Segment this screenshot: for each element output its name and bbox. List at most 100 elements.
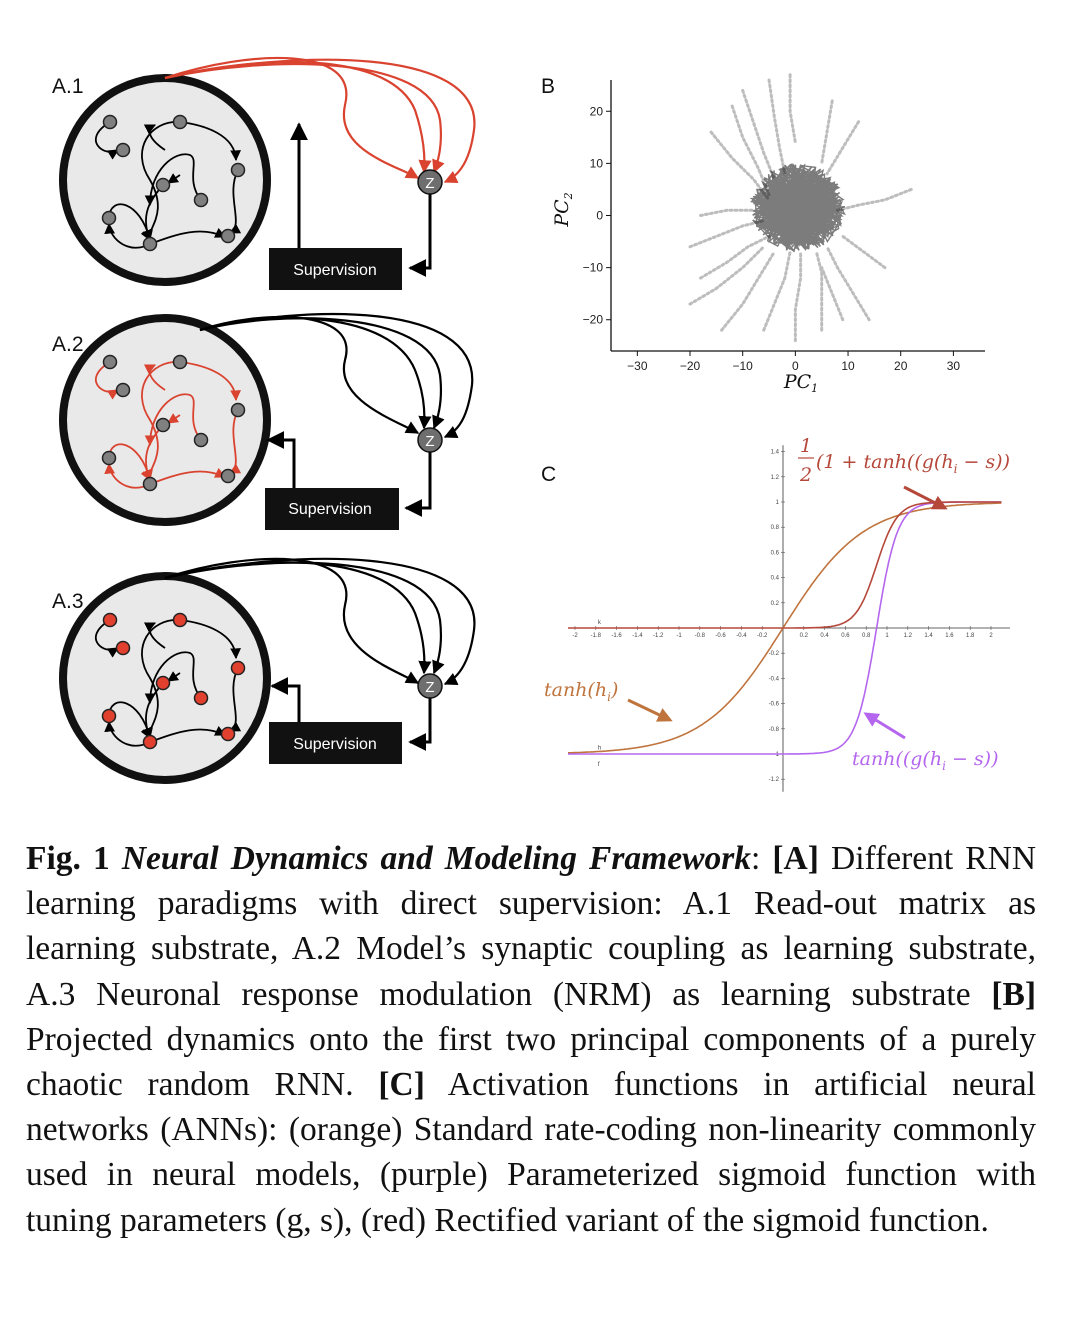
supervision-loop: [290, 122, 432, 277]
neuron-node: [193, 432, 209, 448]
x-tick-label: 0.6: [841, 633, 850, 639]
x-tick-label: -1.2: [653, 633, 664, 639]
x-tick-label: 30: [947, 359, 961, 373]
neuron-node: [102, 114, 118, 130]
recurrent-edge: [140, 121, 181, 241]
trajectory-trail: [820, 266, 845, 322]
y-tick-label: 0.8: [771, 525, 780, 531]
panel-a3: A.3 Z Supervision: [52, 557, 476, 784]
x-tick-label: 1.6: [945, 633, 954, 639]
trajectory-trail: [825, 245, 871, 322]
supervision-label: Supervision: [293, 262, 377, 279]
neuron-node: [155, 177, 171, 193]
recurrent-edge: [144, 153, 202, 207]
caption-text: Activation functions in artificial neura…: [26, 1066, 1036, 1239]
trajectory-trail: [788, 73, 797, 145]
trajectory-trail: [720, 250, 776, 332]
red-annotation-arrow: [903, 485, 948, 510]
x-tick-label: 0.2: [800, 633, 809, 639]
network-edges: [95, 114, 246, 252]
y-tick-label: -0.6: [769, 702, 780, 708]
caption-b-tag: [B]: [991, 975, 1036, 1013]
neuron-node: [230, 402, 246, 418]
neuron-node: [115, 382, 131, 398]
trajectory-trail: [730, 104, 771, 197]
neuron-node: [155, 675, 171, 691]
trajectory-trail: [699, 208, 755, 217]
recurrent-edge: [229, 667, 242, 732]
panel-c-label: C: [541, 463, 556, 486]
recurrent-edge: [140, 619, 181, 739]
y-tick-label: 0.4: [771, 576, 780, 582]
trajectory-trail: [767, 78, 787, 176]
y-tick-label: 10: [590, 156, 604, 170]
recurrent-edge: [143, 364, 166, 391]
panel-a1-label: A.1: [52, 75, 84, 98]
panel-c: C -2 -1.8 -1.6 -1.4 -1.2 -1 -0.8 -0.6 -0.4 -0.2 0.…: [541, 435, 1010, 792]
purple-annotation-arrow: [863, 712, 906, 740]
x-tick-label: 0.4: [820, 633, 829, 639]
recurrent-edge: [95, 361, 119, 400]
chaotic-core-trajectory: [749, 162, 847, 253]
caption-text: Different RNN learning paradigms with di…: [26, 840, 1037, 1013]
neuron-node: [230, 660, 246, 676]
y-axis-label: PC2: [551, 192, 575, 227]
supervision-box: [265, 488, 399, 530]
activation-function-plot: -2 -1.8 -1.6 -1.4 -1.2 -1 -0.8 -0.6 -0.4 -0.2 0.2 0…: [568, 445, 1010, 792]
z-label: Z: [425, 175, 434, 192]
orange-curve-label: tanh(hi): [544, 679, 618, 704]
supervision-loop: [270, 677, 432, 751]
neuron-node: [220, 228, 236, 244]
recurrent-edge: [144, 651, 202, 705]
figure-caption: Fig. 1 Neural Dynamics and Modeling Fram…: [26, 836, 1036, 1243]
curve-tag: f: [598, 762, 600, 768]
caption-fig-label: Fig. 1: [26, 840, 110, 877]
neuron-node: [155, 417, 171, 433]
neuron-node: [220, 726, 236, 742]
x-tick-label: 1.4: [924, 633, 933, 639]
pca-scatter-plot: −30 −20 −10 0 10 20 30 −20 −10 0 10 20 PC1 PC2: [551, 73, 985, 395]
readout-arrows: [164, 56, 476, 183]
neuron-node: [102, 354, 118, 370]
trajectory-trail: [741, 88, 776, 181]
neuron-node: [142, 476, 158, 492]
recurrent-edge: [143, 124, 166, 151]
svg-text:1: 1: [800, 435, 812, 457]
x-tick-label: 0: [792, 359, 799, 373]
trajectory-trail: [699, 234, 771, 280]
x-tick-label: 20: [894, 359, 908, 373]
recurrent-edge: [149, 725, 226, 743]
neuron-node: [172, 612, 188, 628]
y-tick-label: -0.4: [769, 676, 780, 682]
readout-arrows: [199, 312, 474, 438]
neuron-node: [193, 690, 209, 706]
recurrent-edge: [229, 169, 242, 234]
neuron-node: [142, 236, 158, 252]
curve-tag: h: [598, 746, 601, 752]
recurrent-edge: [179, 619, 241, 660]
x-tick-label: −10: [733, 359, 754, 373]
caption-a-tag: [A]: [772, 840, 819, 877]
x-axis-label: PC1: [783, 371, 818, 395]
panel-b: B −30 −20 −10 0 10 20 30 −20 −10 0 10 20 PC1 PC2: [541, 73, 985, 395]
trajectory-trail: [762, 250, 792, 332]
svg-text:(1 + tanh((g(hi − s)): (1 + tanh((g(hi − s)): [816, 451, 1010, 476]
curve-tag: k: [598, 620, 602, 626]
trajectory-trail: [841, 234, 887, 270]
supervision-box: [269, 722, 402, 764]
neuron-node: [101, 708, 117, 724]
recurrent-edge: [95, 619, 119, 658]
recurrent-edge: [144, 393, 202, 447]
y-tick-label: 20: [590, 104, 604, 118]
panel-b-label: B: [541, 75, 555, 98]
neuron-node: [101, 450, 117, 466]
y-tick-label: 1.2: [771, 475, 780, 481]
x-tick-label: 1.2: [904, 633, 913, 639]
trajectory-trail: [820, 99, 834, 165]
x-tick-label: -0.2: [757, 633, 768, 639]
caption-title: Neural Dynamics and Modeling Framework: [121, 840, 751, 877]
network-edges: [95, 612, 246, 750]
recurrent-edge: [149, 467, 226, 485]
svg-text:2: 2: [799, 464, 812, 486]
trajectory-trail: [688, 245, 766, 306]
